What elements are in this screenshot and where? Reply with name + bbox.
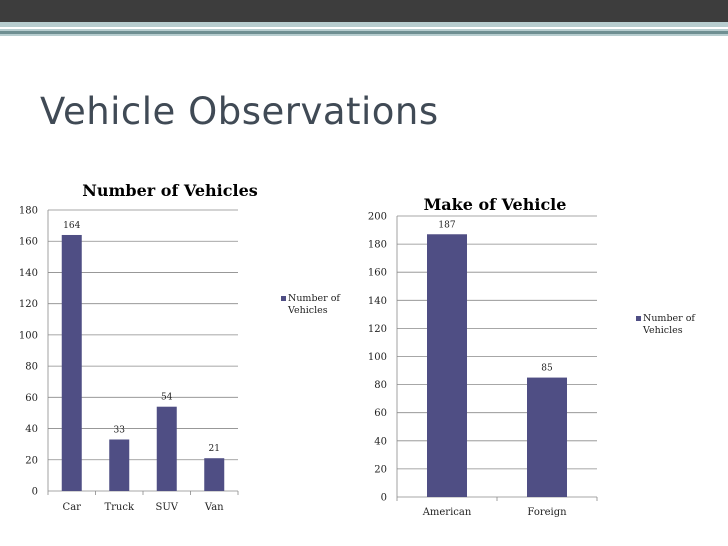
make-y-tick-label: 140 <box>368 296 387 307</box>
make-x-tick-label: Foreign <box>527 507 567 518</box>
vehicles-bar-truck <box>109 439 130 491</box>
header-bar <box>0 0 728 22</box>
vehicles-data-label: 33 <box>114 425 126 435</box>
vehicles-chart-title: Number of Vehicles <box>82 181 258 200</box>
vehicles-y-tick-label: 20 <box>25 455 38 466</box>
header-divider-light <box>0 27 728 29</box>
make-y-tick-label: 60 <box>374 408 387 419</box>
make-x-tick-label: American <box>422 507 472 518</box>
header-divider-dark <box>0 31 728 34</box>
vehicles-bar-suv <box>156 406 177 491</box>
vehicles-y-tick-label: 60 <box>25 393 38 404</box>
vehicles-data-label: 21 <box>209 444 220 454</box>
vehicles-legend-label: Vehicles <box>287 305 328 316</box>
vehicles-data-label: 54 <box>161 393 173 403</box>
vehicles-data-label: 164 <box>63 221 80 231</box>
make-y-tick-label: 160 <box>368 268 387 279</box>
make-y-tick-label: 100 <box>368 352 387 363</box>
slide-title: Vehicle Observations <box>40 90 439 133</box>
vehicles-x-tick-label: Truck <box>104 502 134 513</box>
make-y-tick-label: 120 <box>368 324 387 335</box>
make-y-tick-label: 200 <box>368 212 387 223</box>
make-legend-label: Vehicles <box>642 325 683 336</box>
make-legend-label: Number of <box>643 313 696 324</box>
vehicles-x-tick-label: Car <box>63 502 82 513</box>
make-y-tick-label: 20 <box>374 464 387 475</box>
make-data-label: 85 <box>541 364 553 374</box>
vehicles-y-tick-label: 140 <box>19 268 38 279</box>
vehicles-y-tick-label: 100 <box>19 330 38 341</box>
make-y-tick-label: 0 <box>381 493 387 504</box>
vehicles-bar-car <box>61 234 82 491</box>
vehicles-y-tick-label: 160 <box>19 237 38 248</box>
vehicles-y-tick-label: 0 <box>32 487 38 498</box>
vehicles-x-tick-label: SUV <box>156 502 179 513</box>
vehicles-legend-swatch <box>281 296 286 301</box>
make-legend-swatch <box>636 316 641 321</box>
make-chart-title: Make of Vehicle <box>424 195 567 214</box>
vehicles-y-tick-label: 180 <box>19 206 38 217</box>
make-bar-foreign <box>527 377 567 497</box>
make-y-tick-label: 40 <box>374 436 387 447</box>
vehicles-y-tick-label: 120 <box>19 299 38 310</box>
make-data-label: 187 <box>438 220 455 230</box>
vehicles-x-tick-label: Van <box>204 502 224 513</box>
vehicles-y-tick-label: 80 <box>25 362 38 373</box>
vehicles-legend-label: Number of <box>288 293 341 304</box>
vehicles-bar-van <box>204 458 225 491</box>
make-y-tick-label: 80 <box>374 380 387 391</box>
make-y-tick-label: 180 <box>368 240 387 251</box>
vehicles-y-tick-label: 40 <box>25 424 38 435</box>
make-bar-american <box>427 234 467 497</box>
